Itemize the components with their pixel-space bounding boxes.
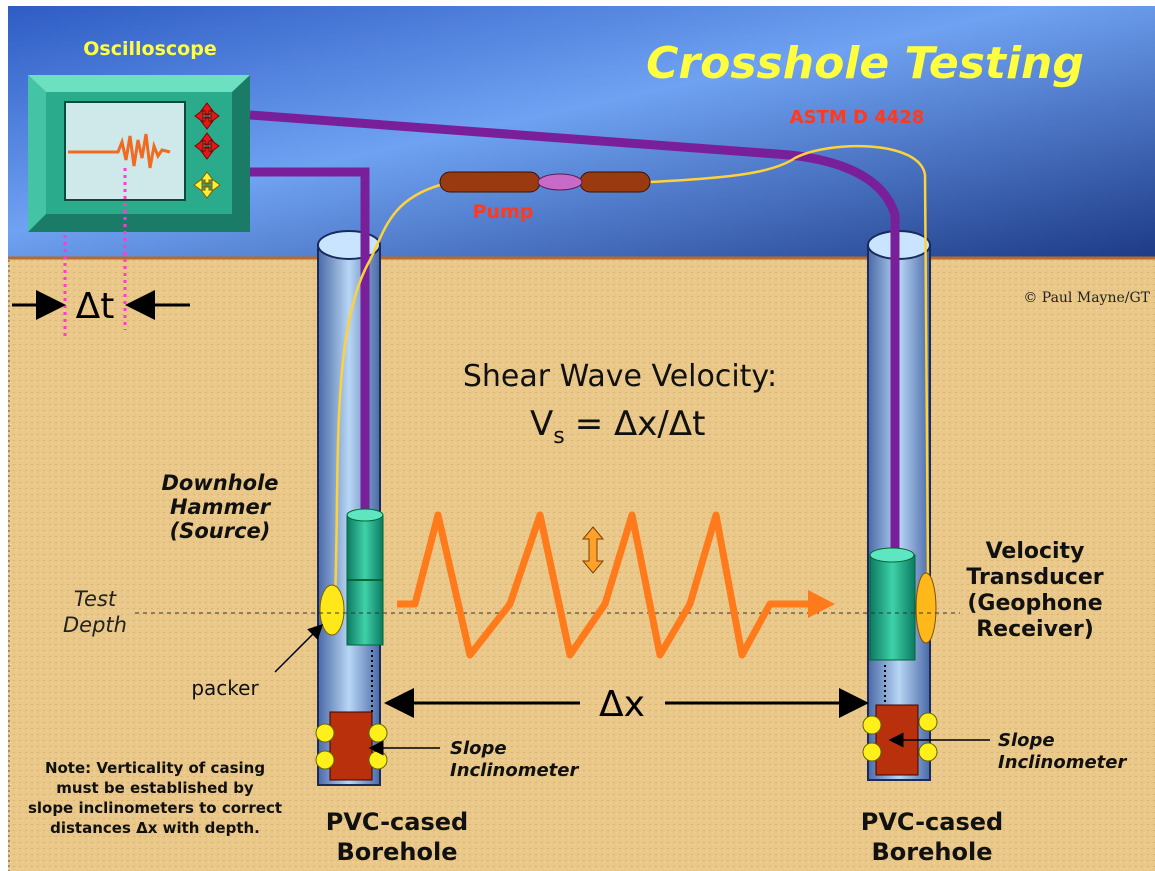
- note-line: must be established by: [56, 779, 254, 797]
- receiver-line: Velocity: [986, 539, 1085, 564]
- right-inclinometer-line: Inclinometer: [998, 752, 1127, 773]
- standard: ASTM D 4428: [790, 107, 925, 128]
- title: Crosshole Testing: [646, 38, 1084, 89]
- polarization-arrow: [581, 526, 605, 574]
- packer-pointer: [274, 623, 324, 673]
- velocity-transducer: [869, 547, 916, 705]
- delta-x: Δx: [599, 684, 645, 725]
- left-borehole-line: Borehole: [337, 838, 458, 866]
- source-line: (Source): [170, 519, 271, 543]
- left-borehole-line: PVC-cased: [326, 808, 468, 836]
- source-line: Hammer: [170, 495, 272, 519]
- credit: © Paul Mayne/GT: [1023, 290, 1150, 306]
- left-packer: [319, 584, 345, 636]
- right-packer: [915, 572, 937, 644]
- formula: Vs = Δx/Δt: [530, 404, 705, 449]
- receiver-line: (Geophone: [967, 591, 1102, 616]
- shear-wave: [397, 511, 815, 659]
- left-inclinometer-line: Inclinometer: [450, 760, 579, 781]
- formula-subscript: s: [553, 424, 564, 449]
- pump: [439, 171, 651, 193]
- right-borehole-line: Borehole: [872, 838, 993, 866]
- formula-heading: Shear Wave Velocity:: [463, 359, 777, 394]
- oscilloscope: [28, 75, 250, 232]
- wave-arrowhead: [808, 590, 835, 618]
- note-line: Note: Verticality of casing: [45, 759, 265, 777]
- downhole-hammer: [346, 508, 384, 715]
- delta-t-markers: [12, 168, 190, 338]
- left-inclinometer: [315, 711, 440, 781]
- packer-label: packer: [191, 676, 259, 700]
- test-depth-line: Depth: [63, 613, 127, 637]
- note-line: slope inclinometers to correct: [28, 799, 282, 817]
- ground: [8, 258, 1155, 871]
- cables: [249, 110, 930, 601]
- oscilloscope-label: Oscilloscope: [83, 38, 216, 60]
- left-inclinometer-line: Slope: [450, 738, 507, 759]
- source-line: Downhole: [161, 471, 278, 495]
- delta-t: Δt: [76, 286, 115, 327]
- receiver-line: Transducer: [966, 565, 1103, 590]
- right-inclinometer: [862, 704, 990, 776]
- formula-symbol: V: [530, 404, 553, 444]
- formula-rest: = Δx/Δt: [575, 404, 706, 444]
- right-borehole-line: PVC-cased: [861, 808, 1003, 836]
- right-inclinometer-line: Slope: [998, 730, 1055, 751]
- note-line: distances Δx with depth.: [50, 819, 260, 837]
- pump-label: Pump: [473, 201, 534, 223]
- test-depth-line: Test: [74, 587, 117, 611]
- receiver-line: Receiver): [976, 617, 1094, 642]
- left-borehole-casing: [317, 230, 381, 786]
